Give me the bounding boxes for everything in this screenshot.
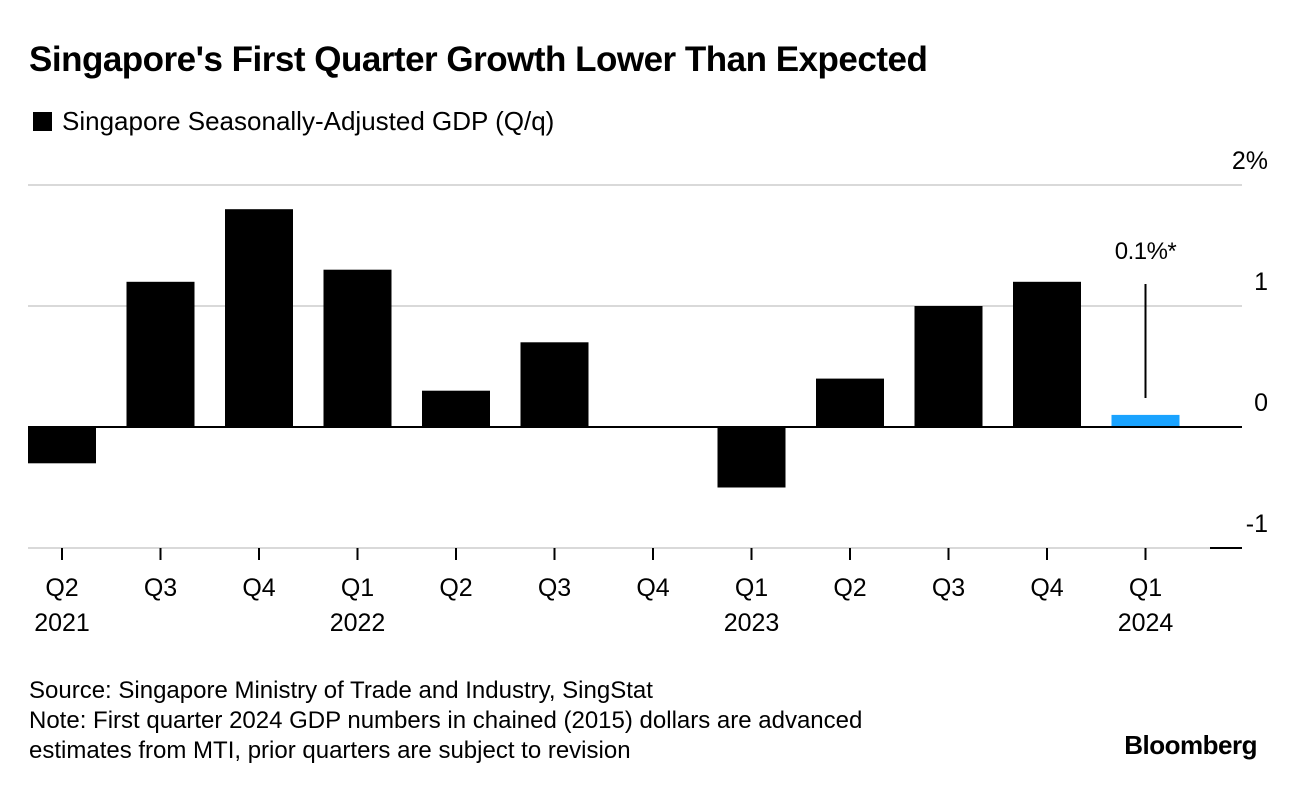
bar (126, 281, 195, 427)
x-tick-label-quarter: Q4 (1030, 574, 1063, 602)
x-tick-label-quarter: Q3 (932, 574, 965, 602)
x-tick-label-quarter: Q3 (538, 574, 571, 602)
y-tick-label: 2% (1232, 147, 1268, 175)
bar (914, 306, 983, 427)
axes (28, 284, 1242, 560)
x-tick-label-quarter: Q4 (242, 574, 275, 602)
bar (225, 209, 293, 427)
legend-label: Singapore Seasonally-Adjusted GDP (Q/q) (62, 106, 555, 136)
note-line-1: Note: First quarter 2024 GDP numbers in … (29, 707, 863, 734)
x-tick-label-year: 2021 (34, 609, 90, 637)
chart-title: Singapore's First Quarter Growth Lower T… (29, 40, 928, 79)
bar (1111, 414, 1180, 427)
bar (422, 390, 490, 427)
x-tick-label-year: 2023 (724, 609, 780, 637)
bar (323, 269, 392, 427)
bar (520, 342, 589, 427)
bloomberg-logo: Bloomberg (1124, 730, 1257, 760)
axis-labels: 2% 1 0 -1 Q2 2021 Q3 Q4 Q1 2022 Q2 Q3 Q4 Q1 2023 Q2 Q3 Q4… (34, 147, 1268, 637)
x-tick-label-quarter: Q2 (833, 574, 866, 602)
bars (28, 209, 1180, 488)
x-tick-label-quarter: Q4 (636, 574, 669, 602)
x-tick-label-quarter: Q2 (45, 574, 78, 602)
bar (28, 427, 96, 464)
x-tick-label-quarter: Q3 (144, 574, 177, 602)
y-tick-label: -1 (1246, 510, 1268, 538)
annotation-label: 0.1%* (1115, 238, 1177, 265)
note-line-2: estimates from MTI, prior quarters are s… (29, 737, 631, 764)
chart-footer: Source: Singapore Ministry of Trade and … (29, 676, 862, 766)
y-tick-label: 0 (1254, 389, 1268, 417)
bar-chart: 2% 1 0 -1 Q2 2021 Q3 Q4 Q1 2022 Q2 Q3 Q4 Q1 2023 Q2 Q3 Q4… (28, 147, 1268, 637)
legend: Singapore Seasonally-Adjusted GDP (Q/q) (33, 106, 554, 137)
x-tick-label-quarter: Q2 (439, 574, 472, 602)
x-tick-label-quarter: Q1 (341, 574, 374, 602)
y-tick-label: 1 (1254, 268, 1268, 296)
bar (717, 427, 786, 488)
legend-swatch (33, 112, 52, 131)
source-note: Source: Singapore Ministry of Trade and … (29, 677, 653, 704)
x-tick-label-year: 2024 (1118, 609, 1174, 637)
x-tick-label-quarter: Q1 (735, 574, 768, 602)
x-tick-label-year: 2022 (330, 609, 386, 637)
bar (1013, 281, 1081, 427)
bar (816, 378, 884, 427)
x-tick-label-quarter: Q1 (1129, 574, 1162, 602)
